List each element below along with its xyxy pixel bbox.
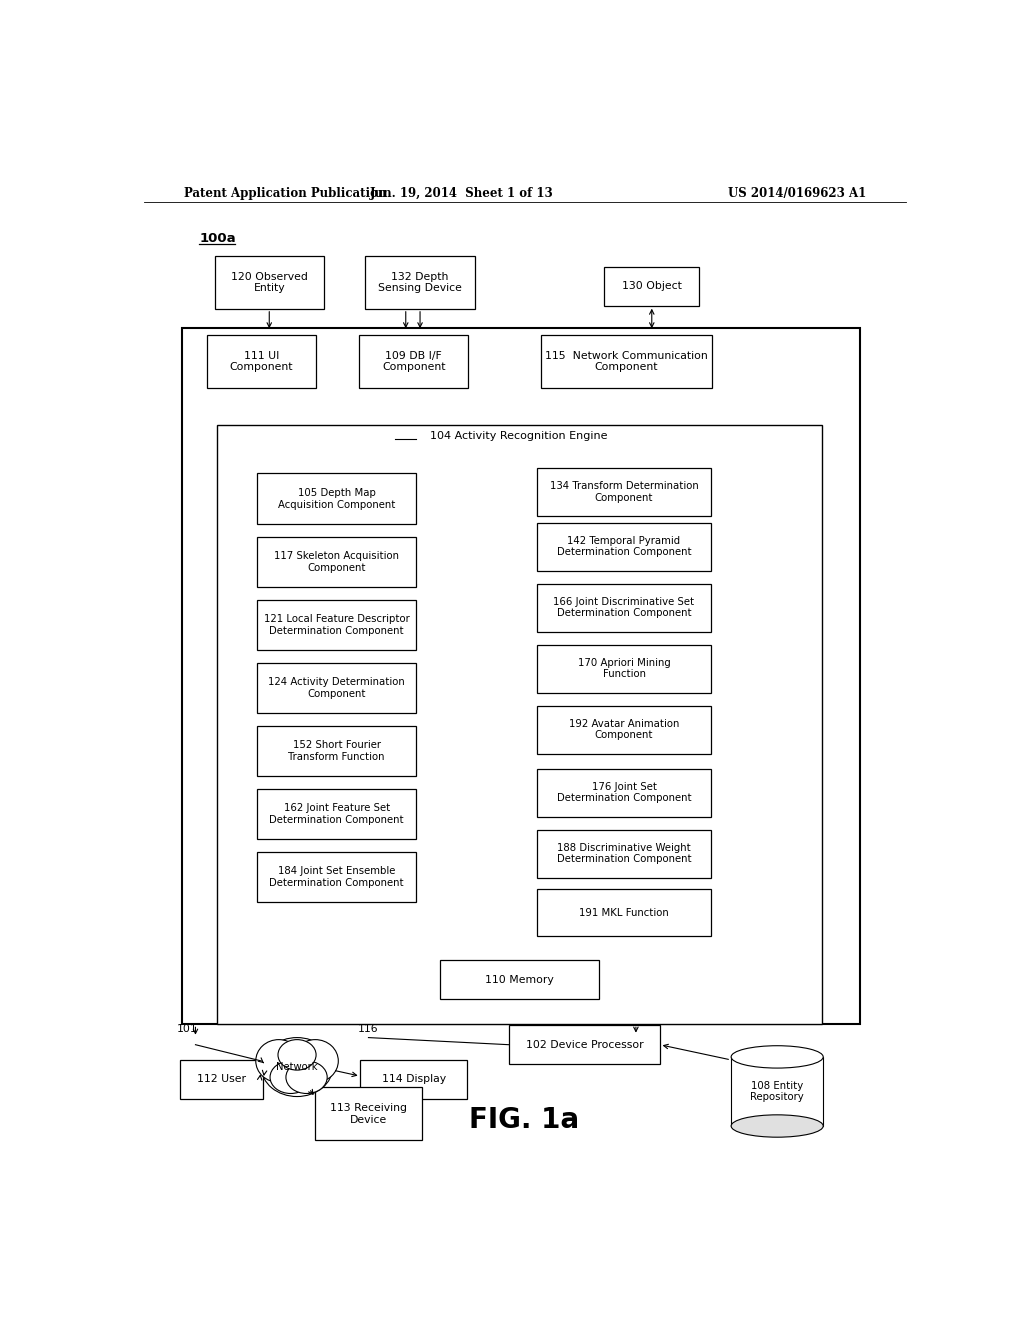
FancyBboxPatch shape: [541, 335, 712, 388]
Text: 152 Short Fourier
Transform Function: 152 Short Fourier Transform Function: [289, 741, 385, 762]
Text: 105 Depth Map
Acquisition Component: 105 Depth Map Acquisition Component: [279, 488, 395, 510]
FancyBboxPatch shape: [207, 335, 316, 388]
Text: Network: Network: [276, 1063, 317, 1072]
Text: 117 Skeleton Acquisition
Component: 117 Skeleton Acquisition Component: [274, 552, 399, 573]
FancyBboxPatch shape: [257, 536, 416, 587]
Text: 134 Transform Determination
Component: 134 Transform Determination Component: [550, 480, 698, 503]
Text: 110 Memory: 110 Memory: [485, 974, 554, 985]
FancyBboxPatch shape: [538, 768, 711, 817]
Text: 130 Object: 130 Object: [622, 281, 682, 292]
Text: 111 UI
Component: 111 UI Component: [229, 351, 293, 372]
Ellipse shape: [270, 1061, 311, 1093]
Text: 166 Joint Discriminative Set
Determination Component: 166 Joint Discriminative Set Determinati…: [553, 597, 694, 619]
Text: Patent Application Publication: Patent Application Publication: [183, 187, 386, 199]
Text: 124 Activity Determination
Component: 124 Activity Determination Component: [268, 677, 406, 698]
FancyBboxPatch shape: [538, 583, 711, 631]
Text: 100a: 100a: [200, 231, 237, 244]
Text: 114 Display: 114 Display: [382, 1074, 445, 1084]
Text: 108 Entity
Repository: 108 Entity Repository: [751, 1081, 804, 1102]
Text: 170 Apriori Mining
Function: 170 Apriori Mining Function: [578, 657, 671, 680]
Text: 112 User: 112 User: [198, 1074, 246, 1084]
FancyBboxPatch shape: [182, 329, 860, 1024]
Text: 102 Device Processor: 102 Device Processor: [525, 1040, 643, 1049]
FancyBboxPatch shape: [257, 663, 416, 713]
FancyBboxPatch shape: [217, 425, 821, 1024]
Text: FIG. 1a: FIG. 1a: [469, 1106, 580, 1134]
Text: 104 Activity Recognition Engine: 104 Activity Recognition Engine: [430, 430, 608, 441]
Text: Jun. 19, 2014  Sheet 1 of 13: Jun. 19, 2014 Sheet 1 of 13: [370, 187, 553, 199]
FancyBboxPatch shape: [315, 1088, 422, 1140]
FancyBboxPatch shape: [180, 1060, 263, 1098]
FancyBboxPatch shape: [257, 788, 416, 840]
Text: 188 Discriminative Weight
Determination Component: 188 Discriminative Weight Determination …: [557, 842, 691, 865]
Text: 192 Avatar Animation
Component: 192 Avatar Animation Component: [568, 719, 679, 741]
Text: 116: 116: [358, 1024, 379, 1035]
FancyBboxPatch shape: [257, 599, 416, 651]
Ellipse shape: [731, 1045, 823, 1068]
FancyBboxPatch shape: [604, 267, 699, 306]
FancyBboxPatch shape: [440, 961, 599, 999]
Text: 101: 101: [177, 1024, 198, 1035]
FancyBboxPatch shape: [538, 888, 711, 936]
Ellipse shape: [261, 1038, 333, 1097]
FancyBboxPatch shape: [214, 256, 324, 309]
FancyBboxPatch shape: [538, 830, 711, 878]
FancyBboxPatch shape: [538, 467, 711, 516]
FancyBboxPatch shape: [257, 851, 416, 903]
FancyBboxPatch shape: [538, 644, 711, 693]
FancyBboxPatch shape: [538, 523, 711, 570]
Text: US 2014/0169623 A1: US 2014/0169623 A1: [728, 187, 866, 199]
Text: 121 Local Feature Descriptor
Determination Component: 121 Local Feature Descriptor Determinati…: [264, 614, 410, 636]
Text: 132 Depth
Sensing Device: 132 Depth Sensing Device: [378, 272, 462, 293]
FancyBboxPatch shape: [257, 726, 416, 776]
FancyBboxPatch shape: [359, 335, 468, 388]
Text: 191 MKL Function: 191 MKL Function: [580, 908, 669, 917]
FancyBboxPatch shape: [538, 706, 711, 754]
FancyBboxPatch shape: [731, 1057, 823, 1126]
Text: 184 Joint Set Ensemble
Determination Component: 184 Joint Set Ensemble Determination Com…: [269, 866, 404, 888]
Text: 176 Joint Set
Determination Component: 176 Joint Set Determination Component: [557, 781, 691, 804]
Text: 109 DB I/F
Component: 109 DB I/F Component: [382, 351, 445, 372]
FancyBboxPatch shape: [360, 1060, 467, 1098]
Text: 120 Observed
Entity: 120 Observed Entity: [230, 272, 307, 293]
Ellipse shape: [286, 1061, 328, 1093]
FancyBboxPatch shape: [366, 256, 475, 309]
Text: 162 Joint Feature Set
Determination Component: 162 Joint Feature Set Determination Comp…: [269, 803, 404, 825]
FancyBboxPatch shape: [257, 474, 416, 524]
Text: 113 Receiving
Device: 113 Receiving Device: [330, 1104, 407, 1125]
Text: 115  Network Communication
Component: 115 Network Communication Component: [545, 351, 708, 372]
Ellipse shape: [731, 1115, 823, 1138]
Ellipse shape: [278, 1040, 316, 1071]
FancyBboxPatch shape: [509, 1026, 659, 1064]
Text: 142 Temporal Pyramid
Determination Component: 142 Temporal Pyramid Determination Compo…: [557, 536, 691, 557]
Ellipse shape: [256, 1040, 302, 1082]
Ellipse shape: [292, 1040, 338, 1082]
